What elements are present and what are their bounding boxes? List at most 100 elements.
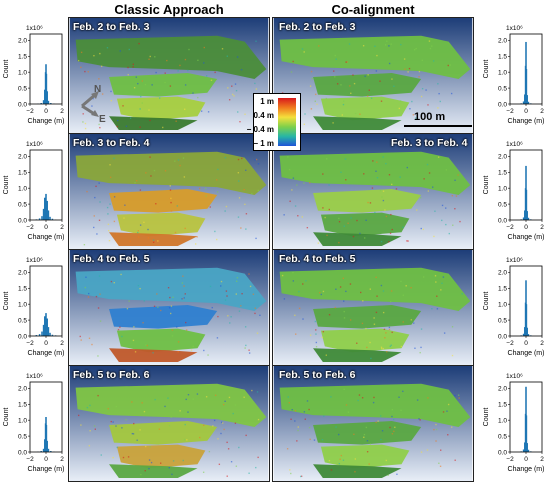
change-point [128, 300, 130, 302]
change-point [382, 190, 385, 192]
change-point [353, 82, 356, 85]
change-point [152, 241, 155, 243]
change-point [373, 396, 375, 399]
change-point [345, 61, 347, 63]
change-point [221, 422, 224, 424]
change-point [306, 226, 309, 229]
change-point [176, 205, 179, 207]
change-point [214, 394, 217, 396]
change-point [459, 220, 461, 223]
change-point [192, 345, 194, 348]
x-tick-label: 0 [44, 224, 48, 231]
change-point [309, 182, 311, 184]
change-point [304, 418, 306, 420]
change-point [366, 346, 368, 349]
change-point [108, 229, 110, 232]
change-point [254, 312, 256, 315]
histogram-bar [50, 451, 52, 452]
change-point [361, 397, 364, 399]
change-point [366, 451, 369, 453]
change-point [343, 310, 345, 313]
change-point [80, 424, 82, 426]
change-point [164, 405, 166, 408]
change-point [110, 99, 113, 102]
x-tick-label: −2 [26, 108, 34, 115]
change-point [226, 475, 228, 477]
change-point [421, 59, 424, 62]
change-point [381, 196, 383, 198]
change-point [234, 83, 237, 85]
change-point [106, 206, 109, 209]
change-point [245, 344, 247, 347]
change-point [450, 426, 453, 428]
change-point [382, 156, 384, 158]
change-point [216, 238, 218, 241]
change-point [332, 122, 334, 124]
y-tick-label: 0.5 [18, 317, 27, 324]
histogram-bar [527, 101, 530, 104]
change-point [244, 347, 246, 349]
histogram-left-2: 1x10⁶ Count 0.0 0.5 1.0 1.5 2.0 −2 0 2 Change (m) [3, 141, 64, 241]
change-point [297, 426, 299, 428]
change-point [333, 70, 335, 72]
change-point [408, 67, 411, 70]
change-point [148, 58, 150, 60]
change-point [107, 223, 110, 226]
change-point [139, 108, 141, 110]
change-point [248, 273, 250, 275]
y-tick-label: 1.5 [498, 402, 507, 409]
change-point [309, 85, 312, 87]
change-point [116, 119, 119, 122]
change-point [438, 462, 440, 464]
change-point [296, 440, 298, 442]
change-point [187, 411, 189, 413]
change-point [396, 473, 398, 475]
change-point [428, 172, 431, 174]
change-point [245, 228, 247, 230]
change-point [227, 448, 230, 450]
change-point [420, 328, 423, 330]
change-point [360, 291, 362, 294]
change-point [328, 208, 330, 211]
change-point [93, 226, 95, 229]
change-point [294, 420, 296, 422]
change-point [248, 472, 250, 474]
change-point [385, 332, 387, 334]
change-point [318, 45, 320, 47]
change-point [149, 119, 151, 122]
histogram-bar [524, 327, 526, 336]
change-point [177, 350, 179, 353]
y-tick-label: 0.0 [18, 449, 27, 456]
slope-surface [313, 73, 422, 97]
change-point [381, 430, 384, 432]
change-point [314, 100, 316, 102]
change-point [174, 160, 176, 162]
change-point [170, 201, 172, 204]
x-axis-label: Change (m) [508, 118, 545, 125]
change-point [299, 475, 302, 478]
change-point [348, 43, 351, 45]
change-point [433, 428, 435, 431]
change-point [334, 76, 336, 78]
change-point [288, 168, 291, 171]
change-point [106, 47, 109, 49]
change-point [386, 40, 388, 42]
change-point [251, 389, 253, 392]
change-point [237, 172, 240, 174]
histogram-bar [41, 331, 43, 336]
change-point [87, 71, 89, 73]
change-point [144, 83, 147, 86]
change-point [132, 63, 135, 65]
change-point [354, 112, 357, 115]
panel-label: Feb. 3 to Feb. 4 [391, 137, 468, 149]
histogram-bar [42, 448, 45, 452]
change-point [113, 281, 115, 284]
change-point [369, 443, 372, 445]
change-point [240, 305, 242, 307]
change-point [93, 55, 95, 57]
change-point [422, 276, 425, 278]
cliff-surface [279, 383, 471, 427]
change-point [213, 419, 216, 422]
change-point [214, 230, 216, 233]
change-point [169, 185, 171, 187]
